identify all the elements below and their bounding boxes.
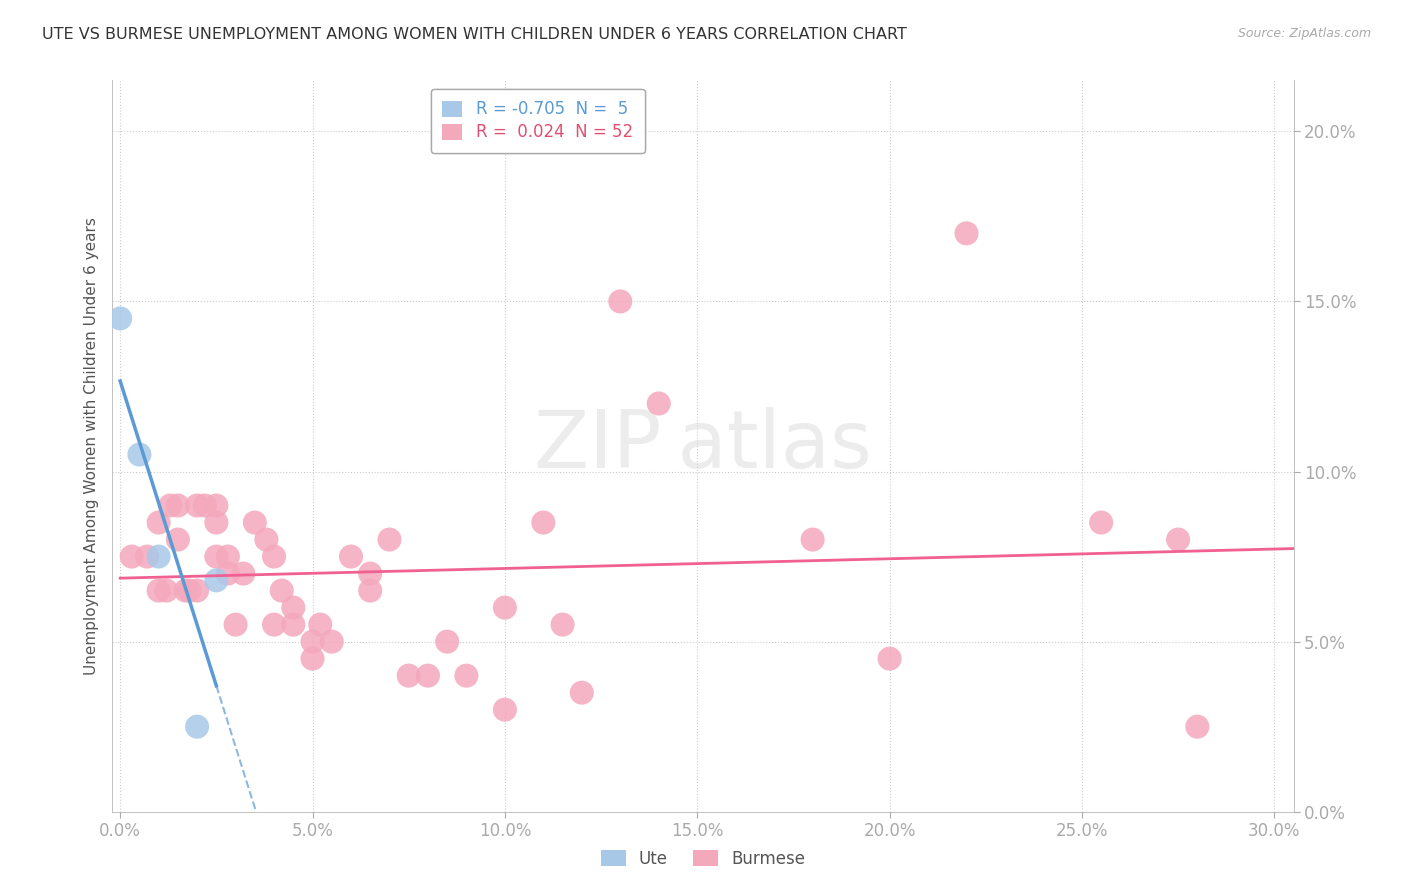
Point (801, 533, 824, 547)
Point (309, 617, 332, 632)
Point (232, 566, 254, 581)
Point (148, 549, 170, 564)
Point (136, 549, 159, 564)
Point (494, 600, 516, 615)
Y-axis label: Unemployment Among Women with Children Under 6 years: Unemployment Among Women with Children U… (83, 217, 98, 675)
Point (494, 703, 516, 717)
Point (205, 499, 228, 513)
Point (174, 583, 197, 598)
Point (436, 634, 458, 648)
Legend: Ute, Burmese: Ute, Burmese (593, 844, 813, 875)
Point (283, 600, 305, 615)
Text: ZIP atlas: ZIP atlas (534, 407, 872, 485)
Point (359, 583, 381, 598)
Point (217, 549, 239, 564)
Point (1187, 720, 1209, 734)
Point (270, 583, 292, 598)
Point (186, 583, 208, 598)
Point (167, 499, 190, 513)
Point (205, 574, 228, 588)
Point (609, 294, 631, 309)
Point (225, 617, 247, 632)
Point (159, 499, 181, 513)
Point (186, 720, 208, 734)
Text: Source: ZipAtlas.com: Source: ZipAtlas.com (1237, 27, 1371, 40)
Point (531, 516, 554, 530)
Point (359, 566, 381, 581)
Point (955, 227, 977, 241)
Point (321, 634, 343, 648)
Point (340, 549, 363, 564)
Point (108, 311, 131, 326)
Legend: R = -0.705  N =  5, R =  0.024  N = 52: R = -0.705 N = 5, R = 0.024 N = 52 (430, 88, 644, 153)
Point (205, 549, 228, 564)
Point (879, 651, 901, 665)
Point (378, 533, 401, 547)
Point (155, 583, 177, 598)
Point (398, 668, 420, 682)
Point (148, 516, 170, 530)
Point (254, 533, 277, 547)
Text: UTE VS BURMESE UNEMPLOYMENT AMONG WOMEN WITH CHILDREN UNDER 6 YEARS CORRELATION : UTE VS BURMESE UNEMPLOYMENT AMONG WOMEN … (42, 27, 907, 42)
Point (121, 549, 143, 564)
Point (571, 686, 593, 700)
Point (205, 516, 228, 530)
Point (243, 516, 266, 530)
Point (283, 617, 305, 632)
Point (167, 533, 190, 547)
Point (263, 549, 285, 564)
Point (148, 583, 170, 598)
Point (179, 583, 201, 598)
Point (456, 668, 478, 682)
Point (194, 499, 217, 513)
Point (301, 651, 323, 665)
Point (1090, 516, 1112, 530)
Point (1167, 533, 1189, 547)
Point (648, 396, 671, 410)
Point (301, 634, 323, 648)
Point (551, 617, 574, 632)
Point (263, 617, 285, 632)
Point (416, 668, 439, 682)
Point (186, 499, 208, 513)
Point (128, 448, 150, 462)
Point (217, 566, 239, 581)
